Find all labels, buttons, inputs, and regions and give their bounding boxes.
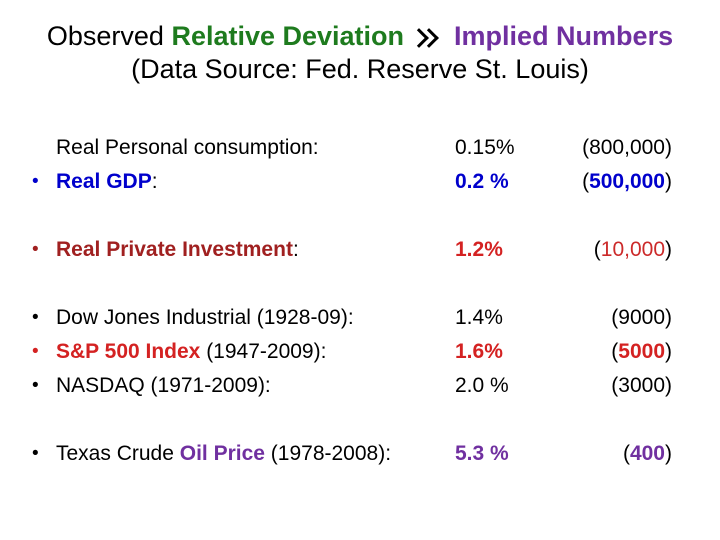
paren-close: ): [665, 306, 672, 329]
bullet: •: [32, 375, 39, 396]
slide-title: Observed Relative Deviation Implied Numbe…: [0, 0, 720, 86]
row-label: NASDAQ (1971-2009):: [56, 369, 455, 403]
percent-value: 2.0 %: [455, 374, 509, 397]
percent-value: 1.2%: [455, 238, 503, 261]
label-part: :: [151, 170, 158, 193]
paren-close: ): [665, 136, 672, 159]
paren-open: (: [582, 170, 590, 193]
title-observed: Observed: [46, 21, 172, 51]
row-label: Dow Jones Industrial (1928-09):: [56, 301, 455, 335]
bullet: •: [32, 239, 39, 260]
row-label: S&P 500 Index (1947-2009):: [56, 335, 455, 369]
paren-close: ): [665, 238, 672, 261]
paren-close: ): [665, 340, 672, 363]
bullet: •: [32, 307, 39, 328]
implied-number: (10,000): [565, 233, 672, 267]
implied-number: (5000): [565, 335, 672, 369]
row-label: Real Personal consumption:: [56, 131, 455, 165]
implied-number: (400): [565, 437, 672, 471]
number-value: 5000: [618, 340, 665, 363]
implied-number: (800,000): [565, 131, 672, 165]
paren-open: (: [582, 136, 590, 159]
row-sp-500-index: • S&P 500 Index (1947-2009): 1.6% (5000): [0, 335, 720, 369]
number-value: 10,000: [600, 238, 665, 261]
percent-value: 1.6%: [455, 340, 503, 363]
rows-list: Real Personal consumption: 0.15% (800,00…: [0, 131, 720, 471]
label-part: Texas Crude: [56, 442, 180, 465]
label-part: Real GDP: [56, 170, 152, 193]
bullet: [26, 131, 56, 165]
paren-open: (: [622, 442, 630, 465]
bullet: •: [32, 341, 39, 362]
percent-value: 0.2 %: [455, 170, 509, 193]
number-value: 500,000: [589, 170, 665, 193]
row-dow-jones-industrial: • Dow Jones Industrial (1928-09): 1.4% (…: [0, 301, 720, 335]
number-value: 9000: [618, 306, 665, 329]
paren-close: ): [665, 442, 672, 465]
double-angle-bracket-icon: [409, 27, 439, 48]
row-label: Real Private Investment:: [56, 233, 455, 267]
row-real-gdp: • Real GDP: 0.2 % (500,000): [0, 165, 720, 199]
bullet: •: [32, 171, 39, 192]
implied-number: (3000): [565, 369, 672, 403]
title-relative-deviation: Relative Deviation: [171, 21, 405, 51]
paren-open: (: [611, 374, 619, 397]
label-part: :: [292, 238, 299, 261]
paren-open: (: [611, 340, 619, 363]
title-implied-numbers: Implied Numbers: [454, 21, 674, 51]
number-value: 3000: [618, 374, 665, 397]
row-real-private-investment: • Real Private Investment: 1.2% (10,000): [0, 233, 720, 267]
paren-open: (: [593, 238, 601, 261]
label-part: (1947-2009):: [200, 340, 327, 363]
bullet: •: [32, 443, 39, 464]
label-part: S&P 500 Index: [56, 340, 201, 363]
implied-number: (9000): [565, 301, 672, 335]
label-part: (1978-2008):: [264, 442, 392, 465]
label-part: NASDAQ (1971-2009):: [56, 374, 271, 397]
row-texas-crude-oil-price: • Texas Crude Oil Price (1978-2008): 5.3…: [0, 437, 720, 471]
label-part: Real Personal consumption:: [56, 136, 319, 159]
row-label: Real GDP:: [56, 165, 455, 199]
row-label: Texas Crude Oil Price (1978-2008):: [56, 437, 455, 471]
label-part: Dow Jones Industrial (1928-09):: [56, 306, 354, 329]
paren-close: ): [665, 374, 672, 397]
number-value: 800,000: [589, 136, 665, 159]
row-nasdaq: • NASDAQ (1971-2009): 2.0 % (3000): [0, 369, 720, 403]
percent-value: 5.3 %: [455, 442, 509, 465]
implied-number: (500,000): [565, 165, 672, 199]
number-value: 400: [629, 442, 665, 465]
paren-open: (: [611, 306, 619, 329]
row-real-personal-consumption: Real Personal consumption: 0.15% (800,00…: [0, 131, 720, 165]
slide-subtitle: (Data Source: Fed. Reserve St. Louis): [131, 54, 589, 84]
percent-value: 0.15%: [455, 136, 515, 159]
label-part: Oil Price: [179, 442, 265, 465]
paren-close: ): [665, 170, 672, 193]
title-line-1: Observed Relative Deviation Implied Numbe…: [0, 20, 720, 53]
label-part: Real Private Investment: [56, 238, 293, 261]
percent-value: 1.4%: [455, 306, 503, 329]
